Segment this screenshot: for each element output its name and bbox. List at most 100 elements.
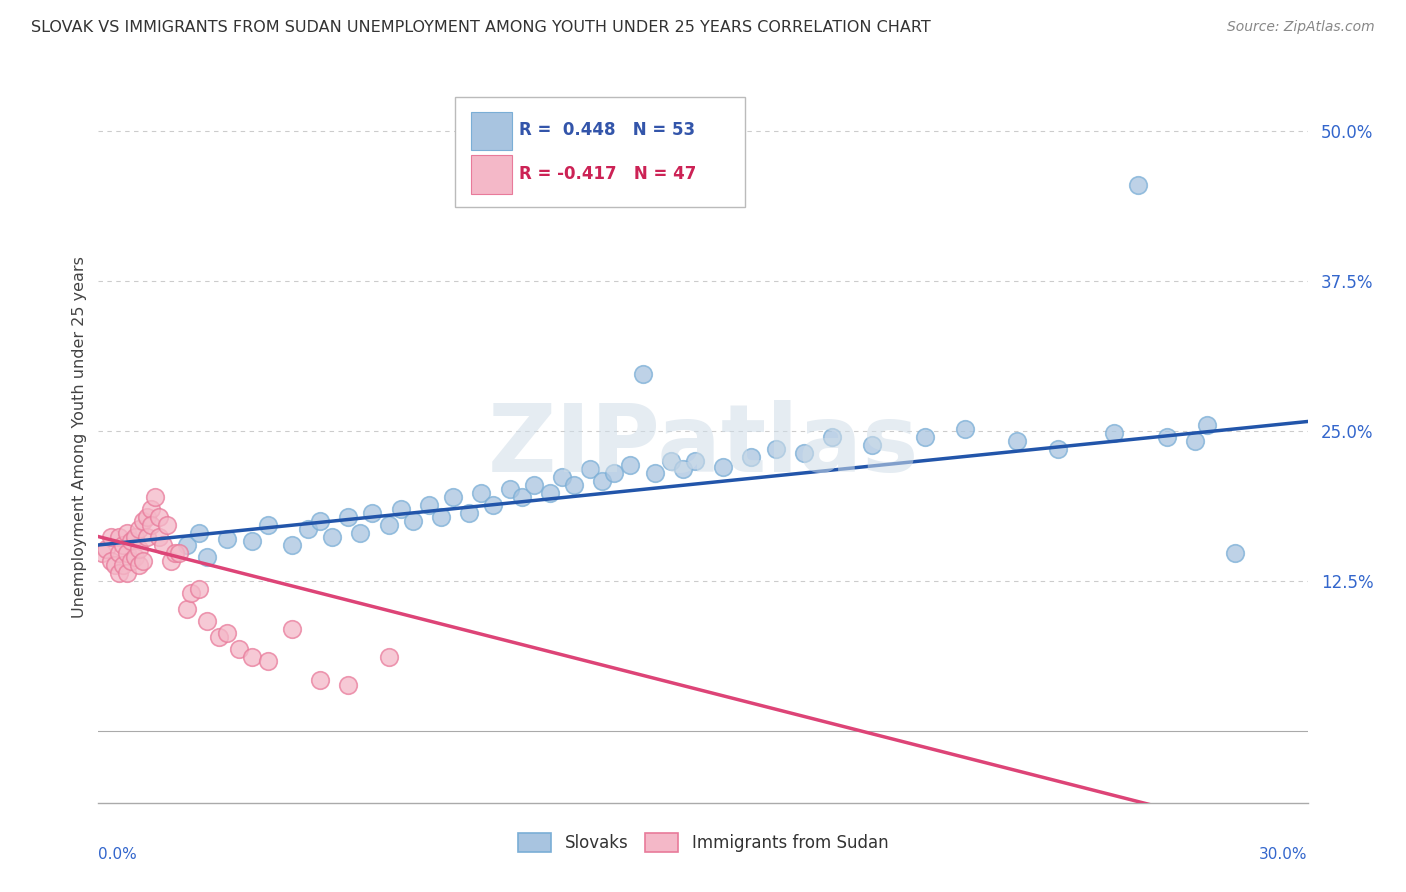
Point (143, 490, 166, 504)
Point (683, 454, 706, 468)
Point (195, 549, 218, 564)
Point (115, 566, 138, 580)
Point (100, 530, 122, 544)
Point (430, 510, 453, 524)
Point (510, 490, 533, 504)
Point (107, 566, 129, 580)
Point (711, 460, 734, 475)
Point (498, 482, 520, 496)
Point (765, 442, 787, 456)
Point (538, 486, 561, 500)
Text: R =  0.448   N = 53: R = 0.448 N = 53 (519, 121, 696, 139)
Point (208, 630, 231, 644)
Point (115, 546, 138, 560)
Point (418, 499, 440, 513)
Point (132, 553, 155, 567)
Point (91, 546, 114, 560)
Point (152, 538, 174, 552)
Point (240, 534, 263, 549)
Point (402, 514, 425, 528)
Point (180, 586, 202, 600)
Point (135, 530, 157, 544)
Point (579, 462, 602, 476)
Point (458, 506, 481, 520)
Point (132, 514, 155, 528)
FancyBboxPatch shape (471, 112, 512, 150)
Point (176, 601, 198, 615)
Legend: Slovaks, Immigrants from Sudan: Slovaks, Immigrants from Sudan (509, 824, 897, 860)
Point (337, 678, 360, 692)
Point (470, 486, 492, 500)
Point (349, 526, 371, 541)
Point (377, 517, 399, 532)
Point (1184, 434, 1206, 448)
Point (1102, 426, 1125, 441)
Point (1195, 418, 1218, 433)
Point (128, 541, 150, 556)
FancyBboxPatch shape (471, 155, 512, 194)
Point (107, 530, 129, 544)
Point (96, 541, 118, 556)
Y-axis label: Unemployment Among Youth under 25 years: Unemployment Among Youth under 25 years (72, 256, 87, 618)
Point (163, 546, 186, 560)
Point (591, 475, 613, 489)
Point (337, 510, 360, 524)
Point (297, 523, 319, 537)
Text: Source: ZipAtlas.com: Source: ZipAtlas.com (1227, 20, 1375, 34)
Point (672, 462, 695, 476)
Point (115, 526, 138, 541)
Point (128, 523, 150, 537)
Point (228, 642, 250, 657)
Point (124, 530, 146, 544)
Point (309, 673, 332, 688)
Point (256, 654, 278, 668)
Point (135, 510, 157, 524)
Point (217, 625, 239, 640)
Point (631, 367, 654, 381)
Point (309, 514, 332, 528)
Point (188, 526, 211, 541)
Point (281, 538, 304, 552)
Text: R = -0.417   N = 47: R = -0.417 N = 47 (519, 165, 696, 183)
Point (821, 430, 844, 444)
Point (176, 538, 198, 552)
Point (523, 478, 546, 492)
Point (1007, 434, 1029, 448)
Point (482, 499, 505, 513)
Point (188, 582, 211, 597)
Text: 0.0%: 0.0% (98, 847, 138, 862)
Point (103, 558, 125, 573)
Point (281, 622, 304, 636)
Point (120, 534, 142, 549)
Point (128, 558, 150, 573)
Point (240, 649, 263, 664)
Point (321, 530, 343, 544)
Point (377, 649, 399, 664)
Point (100, 553, 122, 567)
Point (120, 553, 142, 567)
Text: ZIPatlas: ZIPatlas (488, 400, 918, 492)
Point (603, 466, 626, 480)
FancyBboxPatch shape (456, 97, 745, 207)
Point (740, 450, 762, 465)
Point (195, 614, 218, 628)
Point (148, 530, 170, 544)
Point (139, 502, 162, 516)
Point (441, 490, 464, 504)
Point (167, 546, 190, 560)
Point (1046, 442, 1069, 456)
Point (953, 422, 976, 436)
Point (156, 517, 179, 532)
Point (793, 445, 815, 459)
Point (644, 466, 666, 480)
Point (256, 517, 278, 532)
Point (148, 510, 170, 524)
Point (389, 502, 412, 516)
Point (1223, 546, 1246, 560)
Point (1156, 430, 1178, 444)
Point (111, 558, 134, 573)
Point (1128, 178, 1150, 193)
Point (217, 532, 239, 546)
Point (361, 506, 384, 520)
Point (124, 549, 146, 564)
